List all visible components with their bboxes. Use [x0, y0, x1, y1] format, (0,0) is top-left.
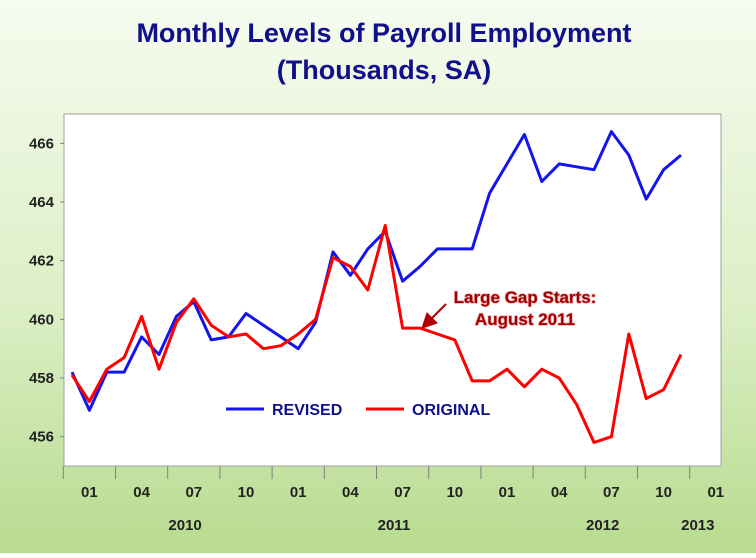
x-tick-label: 04 — [133, 484, 150, 501]
legend-label: ORIGINAL — [412, 402, 490, 419]
annotation-text: August 2011 — [475, 310, 575, 329]
y-tick-label: 462 — [29, 253, 54, 270]
x-tick-label: 10 — [655, 484, 672, 501]
y-tick-label: 456 — [29, 429, 54, 446]
x-tick-label: 04 — [342, 484, 359, 501]
x-tick-label: 10 — [238, 484, 255, 501]
x-tick-label: 10 — [446, 484, 463, 501]
y-tick-label: 466 — [29, 135, 54, 152]
x-tick-label: 07 — [603, 484, 620, 501]
x-tick-label: 01 — [81, 484, 98, 501]
annotation-arrow — [421, 303, 447, 329]
chart-subtitle: (Thousands, SA) — [277, 55, 492, 85]
year-label: 2010 — [168, 517, 201, 534]
annotation-text: Large Gap Starts: — [454, 288, 597, 307]
y-tick-label: 460 — [29, 311, 54, 328]
y-tick-label: 458 — [29, 370, 54, 387]
plot-area — [63, 113, 722, 467]
series-line — [70, 224, 683, 444]
y-tick-label: 464 — [29, 194, 55, 211]
x-tick-label: 01 — [707, 484, 724, 501]
x-tick-label: 07 — [185, 484, 202, 501]
legend-label: REVISED — [272, 402, 342, 419]
year-label: 2013 — [681, 517, 714, 534]
x-tick-label: 07 — [394, 484, 411, 501]
series-line — [70, 130, 682, 412]
chart-title: Monthly Levels of Payroll Employment — [136, 18, 631, 48]
year-label: 2012 — [586, 517, 619, 534]
x-tick-label: 01 — [499, 484, 516, 501]
x-tick-label: 01 — [290, 484, 307, 501]
year-label: 2011 — [378, 517, 411, 534]
x-tick-label: 04 — [551, 484, 568, 501]
